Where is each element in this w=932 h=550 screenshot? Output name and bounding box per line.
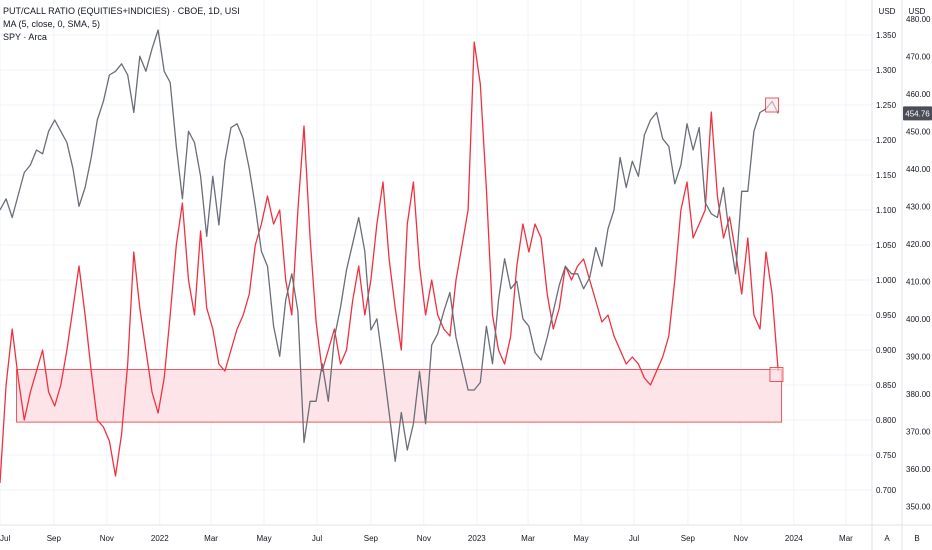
- time-tick-label: Sep: [364, 534, 379, 543]
- spy-tick-label: 430.00: [906, 202, 931, 211]
- auto-scale-button[interactable]: A: [884, 534, 890, 543]
- spy-tick-label: 460.00: [906, 90, 931, 99]
- time-tick-label: Jul: [0, 534, 10, 543]
- spy-tick-label: 450.00: [906, 127, 931, 136]
- chart-legend: PUT/CALL RATIO (EQUITIES+INDICIES) · CBO…: [3, 5, 240, 44]
- ratio-tick-label: 1.250: [876, 101, 897, 110]
- series-layer: [0, 29, 779, 484]
- ratio-tick-label: 0.700: [876, 486, 897, 495]
- time-tick-label: Sep: [681, 534, 696, 543]
- spy-tick-label: 420.00: [906, 240, 931, 249]
- spy-tick-label: 380.00: [906, 390, 931, 399]
- log-scale-button[interactable]: B: [914, 534, 919, 543]
- time-tick-label: Nov: [734, 534, 748, 543]
- time-tick-label: Mar: [204, 534, 218, 543]
- spy-tick-label: 440.00: [906, 165, 931, 174]
- support-zone-layer: [16, 369, 783, 423]
- ratio-tick-label: 1.350: [876, 31, 897, 40]
- spy-tick-label: 400.00: [906, 315, 931, 324]
- ratio-tick-label: 1.150: [876, 171, 897, 180]
- time-tick-label: 2022: [151, 534, 169, 543]
- spy-tick-label: 480.00: [906, 15, 931, 24]
- time-tick-label: 2023: [468, 534, 486, 543]
- spy-last-price-box: [903, 106, 932, 121]
- spy-tick-label: 350.00: [906, 502, 931, 511]
- spy-tick-label: 410.00: [906, 277, 931, 286]
- time-tick-label: Sep: [47, 534, 62, 543]
- ratio-tick-label: 1.000: [876, 276, 897, 285]
- spy-axis-currency-label: USD: [909, 7, 926, 16]
- spy-last-price-label: 454.76: [905, 109, 930, 118]
- ratio-highlight-box: [769, 367, 784, 382]
- grid-lines: [0, 0, 872, 525]
- spy-highlight-box: [765, 97, 780, 113]
- ratio-tick-label: 0.850: [876, 381, 897, 390]
- ratio-tick-label: 0.800: [876, 416, 897, 425]
- ratio-tick-label: 1.100: [876, 206, 897, 215]
- ratio-tick-label: 1.050: [876, 241, 897, 250]
- support-zone-rectangle: [16, 369, 783, 423]
- spy-tick-label: 390.00: [906, 352, 931, 361]
- time-tick-label: Mar: [521, 534, 535, 543]
- time-tick-label: 2024: [785, 534, 803, 543]
- time-tick-label: May: [573, 534, 588, 543]
- time-tick-label: Jul: [312, 534, 322, 543]
- spy-tick-label: 370.00: [906, 427, 931, 436]
- spy-tick-label: 470.00: [906, 52, 931, 61]
- ratio-tick-label: 0.950: [876, 311, 897, 320]
- ratio-axis-currency-label: USD: [879, 7, 896, 16]
- legend-overlay-series[interactable]: SPY · Arca: [3, 32, 47, 42]
- time-tick-label: Jul: [629, 534, 639, 543]
- ratio-tick-label: 0.750: [876, 451, 897, 460]
- legend-main-series[interactable]: PUT/CALL RATIO (EQUITIES+INDICIES) · CBO…: [3, 6, 240, 16]
- time-tick-label: Mar: [839, 534, 853, 543]
- time-tick-label: Nov: [100, 534, 114, 543]
- put-call-ratio-line[interactable]: [0, 41, 779, 484]
- time-tick-label: May: [256, 534, 271, 543]
- marker-layer: [765, 97, 784, 382]
- spy-price-line[interactable]: [0, 29, 779, 462]
- ratio-tick-label: 1.300: [876, 66, 897, 75]
- spy-tick-label: 360.00: [906, 465, 931, 474]
- ratio-tick-label: 1.200: [876, 136, 897, 145]
- legend-ma-indicator[interactable]: MA (5, close, 0, SMA, 5): [3, 19, 101, 29]
- ratio-tick-label: 0.900: [876, 346, 897, 355]
- time-tick-label: Nov: [417, 534, 431, 543]
